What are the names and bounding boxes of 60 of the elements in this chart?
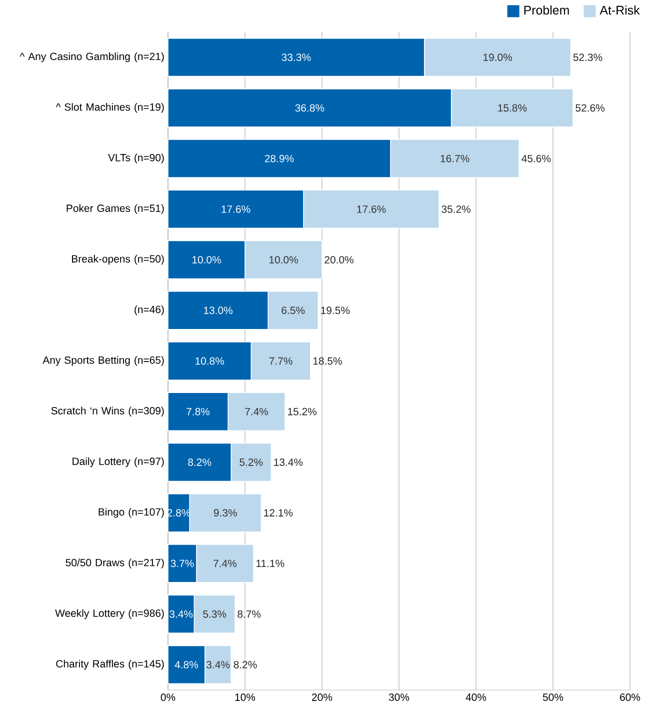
y-tick-label: Scratch ‘n Wins (n=309) (51, 406, 164, 416)
data-label: 10.0% (269, 256, 298, 264)
data-label: 33.3% (282, 54, 311, 62)
total-label: 35.2% (442, 205, 471, 213)
x-tick-label: 10% (235, 694, 256, 701)
total-label: 12.1% (264, 509, 293, 517)
data-label: 28.9% (264, 154, 294, 162)
data-label: 4.8% (174, 660, 198, 668)
y-tick-label: VLTs (n=90) (108, 154, 164, 164)
data-label: 17.6% (357, 205, 386, 213)
y-tick-label: ^ Any Casino Gambling (n=21) (20, 52, 164, 62)
y-tick-label: Charity Raffles (n=145) (56, 660, 164, 670)
x-tick-label: 50% (542, 694, 564, 701)
data-label: 19.0% (484, 54, 512, 62)
data-label: 13.0% (204, 306, 232, 314)
x-tick-label: 30% (388, 694, 410, 701)
data-label: 6.5% (282, 306, 305, 314)
data-label: 3.7% (170, 560, 194, 568)
total-label: 15.2% (288, 408, 317, 416)
legend-label: Problem (524, 5, 569, 15)
total-label: 45.6% (522, 154, 551, 162)
total-label: 18.5% (313, 357, 342, 365)
y-tick-label: Break-opens (n=50) (72, 254, 164, 265)
total-label: 52.3% (573, 54, 602, 62)
data-label: 17.6% (222, 205, 250, 213)
total-label: 8.2% (234, 660, 257, 668)
total-label: 13.4% (274, 458, 303, 466)
total-label: 8.7% (238, 610, 261, 618)
data-label: 3.4% (170, 610, 193, 618)
y-tick-label: 50/50 Draws (n=217) (66, 558, 164, 568)
y-tick-label: Any Sports Betting (n=65) (42, 356, 164, 366)
data-label: 9.3% (214, 509, 237, 517)
data-label: 5.3% (203, 610, 226, 618)
x-tick-label: 40% (466, 694, 486, 701)
data-label: 16.7% (440, 154, 470, 162)
data-label: 7.4% (214, 560, 237, 568)
y-tick-label: Poker Games (n=51) (66, 204, 164, 214)
data-label: 15.8% (498, 104, 527, 112)
data-label: 7.4% (245, 408, 268, 416)
data-label: 36.8% (295, 104, 324, 112)
y-tick-label: ^ Slot Machines (n=19) (56, 103, 164, 113)
data-label: 7.8% (186, 408, 210, 416)
data-label: 5.2% (240, 458, 263, 466)
data-label: 3.4% (206, 660, 230, 668)
data-label: 10.8% (196, 357, 224, 365)
x-tick-label: 20% (312, 694, 332, 701)
data-label: 8.2% (188, 458, 212, 466)
y-tick-label: Daily Lottery (n=97) (72, 457, 164, 468)
y-tick-label: (n=46) (134, 306, 164, 316)
x-tick-label: 0% (160, 694, 176, 701)
data-label: 7.7% (269, 357, 292, 365)
y-tick-label: Bingo (n=107) (98, 508, 164, 518)
y-tick-label: Weekly Lottery (n=986) (55, 609, 164, 619)
data-label: 10.0% (192, 256, 221, 264)
total-label: 20.0% (324, 256, 354, 264)
total-label: 19.5% (321, 306, 350, 314)
total-label: 11.1% (256, 560, 284, 568)
total-label: 52.6% (576, 104, 604, 112)
legend-label: At-Risk (600, 5, 640, 15)
x-tick-label: 60% (620, 694, 640, 701)
